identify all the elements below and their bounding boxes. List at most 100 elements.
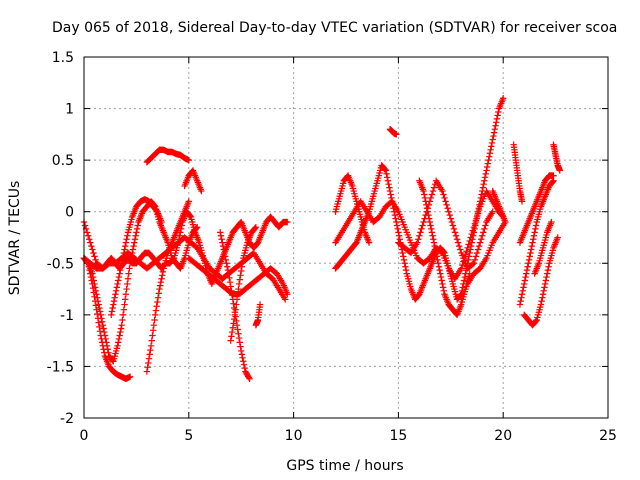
data-point — [391, 211, 399, 219]
data-point — [152, 307, 160, 314]
data-point — [473, 249, 481, 257]
y-tick-label: -1.5 — [47, 359, 74, 375]
data-point — [154, 294, 162, 301]
data-point — [479, 184, 487, 191]
x-axis-label: GPS time / hours — [286, 458, 403, 474]
data-point — [102, 335, 109, 343]
series-track-22 — [516, 177, 557, 308]
data-point — [518, 291, 526, 298]
data-point — [424, 208, 431, 215]
series-track-24 — [520, 234, 561, 329]
data-point — [115, 273, 123, 281]
series-track-25 — [531, 218, 555, 277]
data-point — [228, 333, 235, 340]
data-point — [125, 270, 132, 277]
y-tick-label: -0.5 — [47, 256, 74, 272]
data-point — [154, 298, 161, 306]
y-tick-label: -2 — [60, 411, 74, 427]
data-point — [532, 317, 540, 325]
data-point — [86, 236, 93, 243]
data-point — [224, 266, 232, 274]
data-point — [540, 287, 547, 294]
data-point — [89, 270, 96, 277]
data-point — [233, 321, 241, 329]
data-point — [387, 191, 394, 198]
data-point — [470, 260, 478, 267]
series-track-14 — [332, 187, 507, 282]
series-track-16 — [386, 126, 400, 138]
data-point — [217, 229, 224, 236]
data-point — [471, 256, 479, 264]
data-point — [108, 308, 116, 315]
data-point — [522, 273, 529, 281]
data-point — [460, 277, 468, 284]
data-point — [103, 342, 111, 349]
data-point — [158, 218, 165, 226]
data-point — [474, 246, 482, 253]
data-point — [484, 160, 492, 167]
data-point — [453, 236, 461, 243]
x-tick-label: 25 — [599, 428, 617, 444]
data-point — [98, 318, 106, 325]
data-point — [436, 266, 443, 274]
data-point — [447, 215, 454, 222]
data-point — [471, 220, 479, 227]
data-point — [544, 270, 551, 277]
data-point — [117, 266, 124, 274]
series-track-26 — [550, 141, 563, 174]
data-point — [488, 143, 495, 150]
data-point — [96, 304, 103, 312]
data-point — [92, 256, 99, 264]
y-tick-label: 0.5 — [52, 153, 74, 169]
data-point — [386, 184, 393, 191]
data-point — [554, 234, 561, 241]
x-tick-label: 10 — [285, 428, 303, 444]
data-point — [492, 122, 499, 129]
data-point — [81, 222, 89, 229]
data-point — [482, 170, 489, 178]
data-point — [432, 246, 439, 253]
data-marks — [80, 95, 563, 383]
data-point — [109, 304, 116, 312]
data-point — [91, 280, 98, 288]
data-point — [112, 287, 120, 294]
data-point — [145, 359, 152, 367]
data-point — [121, 301, 128, 308]
data-point — [122, 239, 130, 246]
data-point — [470, 223, 478, 231]
data-point — [284, 291, 291, 298]
data-point — [92, 287, 100, 294]
data-point — [256, 301, 264, 308]
series-track-21 — [510, 141, 526, 205]
data-point — [90, 249, 97, 257]
data-point — [119, 253, 127, 260]
y-axis-label: SDTVAR / TECUs — [7, 181, 23, 296]
data-point — [467, 234, 474, 241]
data-point — [544, 266, 552, 274]
series-track-4 — [80, 234, 289, 303]
data-point — [524, 263, 531, 270]
data-point — [381, 166, 389, 173]
data-point — [435, 263, 443, 270]
data-point — [516, 301, 524, 308]
data-point — [117, 325, 125, 332]
data-point — [440, 191, 447, 198]
data-point — [122, 242, 129, 250]
data-point — [239, 354, 246, 362]
data-point — [462, 251, 469, 258]
data-point — [439, 284, 447, 291]
x-tick-label: 5 — [184, 428, 193, 444]
data-point — [235, 285, 242, 293]
series-track-6 — [143, 198, 192, 375]
data-point — [393, 131, 400, 138]
data-point — [420, 187, 427, 195]
data-point — [465, 241, 472, 248]
data-point — [541, 280, 549, 288]
x-tick-label: 0 — [80, 428, 89, 444]
data-point — [450, 225, 458, 233]
data-point — [152, 311, 159, 319]
series-track-1 — [80, 254, 134, 383]
data-point — [113, 284, 121, 291]
data-point — [449, 222, 457, 229]
data-point — [487, 146, 494, 154]
